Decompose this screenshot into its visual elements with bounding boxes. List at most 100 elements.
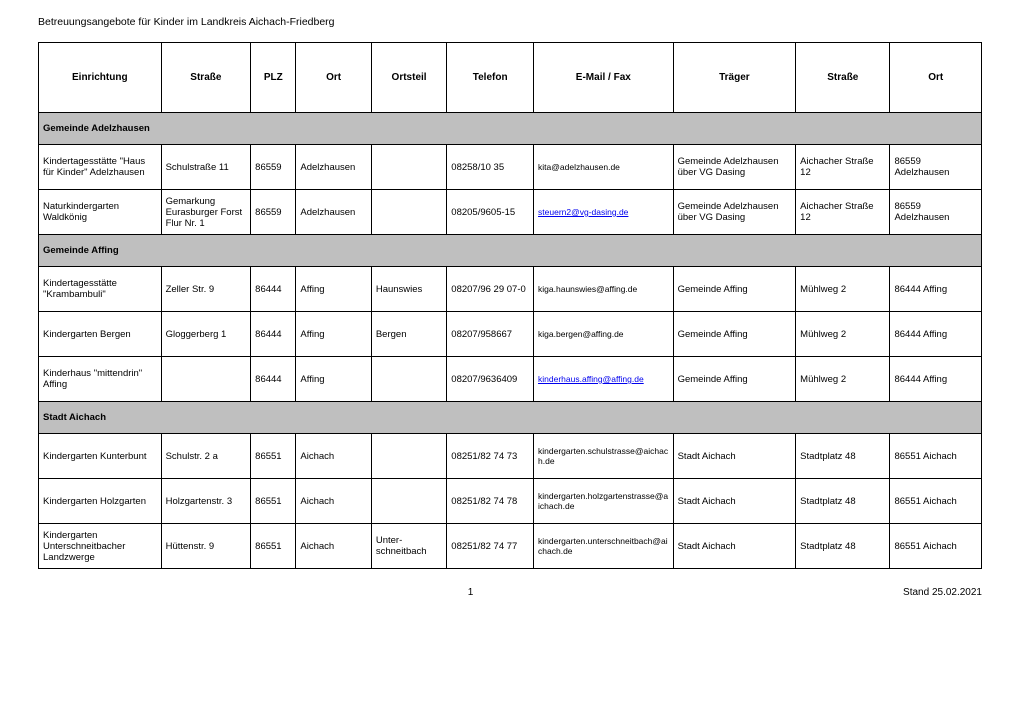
- table-cell: Gemeinde Affing: [673, 357, 796, 402]
- table-cell: Aichach: [296, 479, 371, 524]
- table-cell: Stadt Aichach: [673, 524, 796, 569]
- table-cell: 86559: [251, 145, 296, 190]
- facilities-table: Einrichtung Straße PLZ Ort Ortsteil Tele…: [38, 42, 982, 569]
- table-cell: Kindertagesstätte "Haus für Kinder" Adel…: [39, 145, 162, 190]
- table-cell: Stadtplatz 48: [796, 524, 890, 569]
- table-row: Kindertagesstätte "Haus für Kinder" Adel…: [39, 145, 982, 190]
- table-cell: Adelzhausen: [296, 190, 371, 235]
- table-cell: Kindergarten Unterschneitbacher Landzwer…: [39, 524, 162, 569]
- table-cell: Stadt Aichach: [673, 434, 796, 479]
- table-cell: 86444: [251, 357, 296, 402]
- table-cell: Kindergarten Holzgarten: [39, 479, 162, 524]
- table-cell: Schulstr. 2 a: [161, 434, 251, 479]
- table-cell: Kindertagesstätte "Krambambuli": [39, 267, 162, 312]
- footer: 1 Stand 25.02.2021: [38, 587, 982, 598]
- header-row: Einrichtung Straße PLZ Ort Ortsteil Tele…: [39, 43, 982, 113]
- col-ortsteil: Ortsteil: [371, 43, 446, 113]
- table-cell: Gemeinde Affing: [673, 267, 796, 312]
- table-cell: Bergen: [371, 312, 446, 357]
- table-cell: [371, 434, 446, 479]
- table-row: Naturkindergarten WaldkönigGemarkung Eur…: [39, 190, 982, 235]
- table-cell: 86444 Affing: [890, 357, 982, 402]
- table-cell: 08205/9605-15: [447, 190, 534, 235]
- table-cell: 86551 Aichach: [890, 524, 982, 569]
- table-cell: 86444 Affing: [890, 312, 982, 357]
- table-cell: kindergarten.schulstrasse@aichach.de: [534, 434, 674, 479]
- table-cell: Adelzhausen: [296, 145, 371, 190]
- table-cell: 86559 Adelzhausen: [890, 190, 982, 235]
- table-cell: steuern2@vg-dasing.de: [534, 190, 674, 235]
- table-cell: Unter-schneitbach: [371, 524, 446, 569]
- table-cell: Affing: [296, 312, 371, 357]
- table-cell: 08251/82 74 73: [447, 434, 534, 479]
- col-ort2: Ort: [890, 43, 982, 113]
- col-ort: Ort: [296, 43, 371, 113]
- table-cell: kindergarten.holzgartenstrasse@aichach.d…: [534, 479, 674, 524]
- table-cell: Haunswies: [371, 267, 446, 312]
- table-cell: 08251/82 74 77: [447, 524, 534, 569]
- section-header: Gemeinde Affing: [39, 235, 982, 267]
- table-cell: Aichacher Straße 12: [796, 145, 890, 190]
- table-cell: kindergarten.unterschneitbach@aichach.de: [534, 524, 674, 569]
- table-cell: Gemeinde Affing: [673, 312, 796, 357]
- table-cell: Aichach: [296, 524, 371, 569]
- table-cell: Hüttenstr. 9: [161, 524, 251, 569]
- table-cell: 86551 Aichach: [890, 479, 982, 524]
- table-cell: [161, 357, 251, 402]
- table-cell: Holzgartenstr. 3: [161, 479, 251, 524]
- table-cell: Mühlweg 2: [796, 267, 890, 312]
- col-strasse: Straße: [161, 43, 251, 113]
- table-cell: [371, 190, 446, 235]
- col-strasse2: Straße: [796, 43, 890, 113]
- page-title: Betreuungsangebote für Kinder im Landkre…: [38, 16, 982, 28]
- table-cell: [371, 479, 446, 524]
- col-email: E-Mail / Fax: [534, 43, 674, 113]
- section-header: Stadt Aichach: [39, 402, 982, 434]
- table-cell: kiga.bergen@affing.de: [534, 312, 674, 357]
- table-cell: 86559: [251, 190, 296, 235]
- table-cell: 86559 Adelzhausen: [890, 145, 982, 190]
- table-row: Kindergarten BergenGloggerberg 186444Aff…: [39, 312, 982, 357]
- table-cell: 08207/958667: [447, 312, 534, 357]
- table-cell: Kindergarten Kunterbunt: [39, 434, 162, 479]
- table-cell: 86551: [251, 524, 296, 569]
- table-cell: Gemeinde Adelzhausen über VG Dasing: [673, 190, 796, 235]
- stand-date: Stand 25.02.2021: [903, 587, 982, 598]
- table-cell: Stadt Aichach: [673, 479, 796, 524]
- section-header: Gemeinde Adelzhausen: [39, 113, 982, 145]
- table-cell: 86444: [251, 267, 296, 312]
- table-row: Kindergarten HolzgartenHolzgartenstr. 38…: [39, 479, 982, 524]
- table-cell: 08251/82 74 78: [447, 479, 534, 524]
- table-cell: Stadtplatz 48: [796, 479, 890, 524]
- table-row: Kindergarten Unterschneitbacher Landzwer…: [39, 524, 982, 569]
- table-cell: Aichach: [296, 434, 371, 479]
- table-cell: Mühlweg 2: [796, 312, 890, 357]
- page-number: 1: [38, 587, 903, 598]
- table-cell: Gemarkung Eurasburger Forst Flur Nr. 1: [161, 190, 251, 235]
- col-plz: PLZ: [251, 43, 296, 113]
- table-cell: 08207/9636409: [447, 357, 534, 402]
- table-cell: Affing: [296, 267, 371, 312]
- table-cell: Mühlweg 2: [796, 357, 890, 402]
- col-traeger: Träger: [673, 43, 796, 113]
- table-cell: Gloggerberg 1: [161, 312, 251, 357]
- table-cell: Naturkindergarten Waldkönig: [39, 190, 162, 235]
- table-cell: kiga.haunswies@affing.de: [534, 267, 674, 312]
- col-telefon: Telefon: [447, 43, 534, 113]
- table-row: Kinderhaus "mittendrin" Affing86444Affin…: [39, 357, 982, 402]
- col-einrichtung: Einrichtung: [39, 43, 162, 113]
- table-cell: Stadtplatz 48: [796, 434, 890, 479]
- table-cell: 86551: [251, 479, 296, 524]
- table-cell: 08258/10 35: [447, 145, 534, 190]
- table-cell: Aichacher Straße 12: [796, 190, 890, 235]
- table-cell: [371, 357, 446, 402]
- table-cell: Kindergarten Bergen: [39, 312, 162, 357]
- table-row: Kindertagesstätte "Krambambuli"Zeller St…: [39, 267, 982, 312]
- table-row: Kindergarten KunterbuntSchulstr. 2 a8655…: [39, 434, 982, 479]
- table-cell: [371, 145, 446, 190]
- table-cell: Kinderhaus "mittendrin" Affing: [39, 357, 162, 402]
- table-cell: 86444: [251, 312, 296, 357]
- table-cell: 86551: [251, 434, 296, 479]
- table-cell: Zeller Str. 9: [161, 267, 251, 312]
- table-cell: 86551 Aichach: [890, 434, 982, 479]
